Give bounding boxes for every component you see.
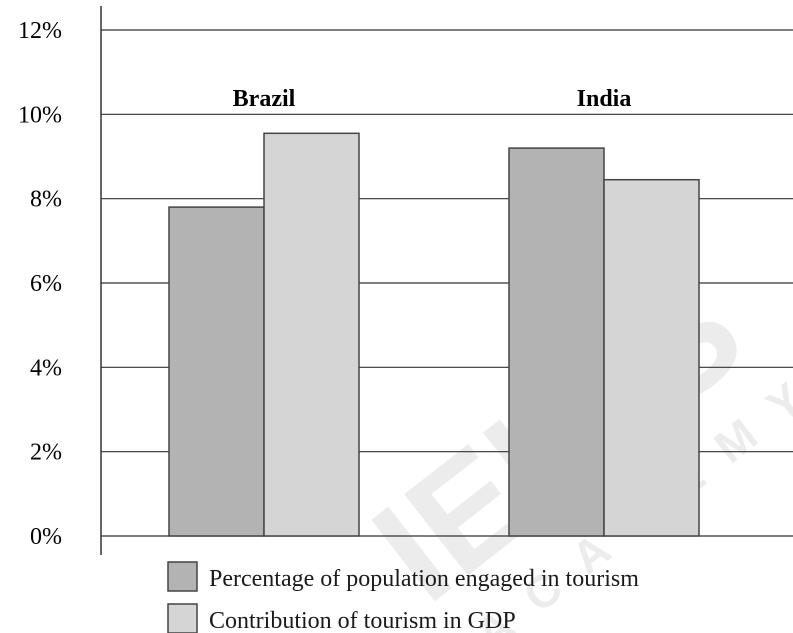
category-label-brazil: Brazil xyxy=(233,86,296,112)
y-axis-ticks: 0% 2% 4% 6% 8% 10% 12% xyxy=(18,18,62,550)
y-tick-label: 8% xyxy=(30,187,62,213)
bar-brazil-series-2 xyxy=(263,132,360,537)
y-tick-label: 0% xyxy=(30,524,62,550)
bar-india-series-2 xyxy=(603,178,700,537)
y-tick-label: 12% xyxy=(18,18,62,44)
legend-swatch-2 xyxy=(167,603,198,633)
legend-label-2: Contribution of tourism in GDP xyxy=(209,608,516,633)
y-tick-label: 10% xyxy=(18,102,62,128)
y-tick-label: 4% xyxy=(30,355,62,381)
y-tick-label: 2% xyxy=(30,440,62,466)
bar-india-series-1 xyxy=(508,147,605,537)
legend-swatch-1 xyxy=(167,561,198,592)
bar-brazil-series-1 xyxy=(168,206,265,537)
y-tick-label: 6% xyxy=(30,271,62,297)
legend-label-1: Percentage of population engaged in tour… xyxy=(209,566,639,592)
legend: Percentage of population engaged in tour… xyxy=(167,561,639,633)
category-label-india: India xyxy=(577,86,632,112)
bars xyxy=(168,132,700,537)
category-labels: Brazil India xyxy=(233,86,632,112)
